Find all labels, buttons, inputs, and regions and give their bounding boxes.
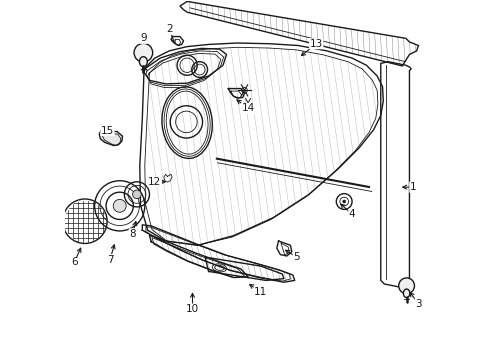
Text: 14: 14 bbox=[241, 103, 254, 113]
Text: 13: 13 bbox=[309, 39, 322, 49]
Text: 1: 1 bbox=[409, 182, 415, 192]
Text: 4: 4 bbox=[348, 209, 355, 219]
Ellipse shape bbox=[139, 57, 147, 67]
Circle shape bbox=[62, 199, 107, 243]
Circle shape bbox=[398, 278, 414, 294]
Text: 7: 7 bbox=[106, 255, 113, 265]
Text: 9: 9 bbox=[140, 33, 146, 43]
Text: 3: 3 bbox=[414, 299, 421, 309]
Text: 11: 11 bbox=[253, 287, 267, 297]
Ellipse shape bbox=[403, 289, 409, 298]
Text: 2: 2 bbox=[165, 24, 172, 35]
Circle shape bbox=[134, 43, 152, 62]
Text: 6: 6 bbox=[71, 257, 77, 267]
Circle shape bbox=[132, 190, 141, 199]
Text: 10: 10 bbox=[185, 304, 199, 314]
Polygon shape bbox=[99, 131, 122, 145]
Text: 15: 15 bbox=[101, 126, 114, 135]
Text: 8: 8 bbox=[129, 229, 136, 239]
Circle shape bbox=[113, 199, 126, 212]
Text: 5: 5 bbox=[293, 252, 299, 262]
Text: 12: 12 bbox=[148, 177, 161, 187]
Circle shape bbox=[342, 200, 345, 203]
